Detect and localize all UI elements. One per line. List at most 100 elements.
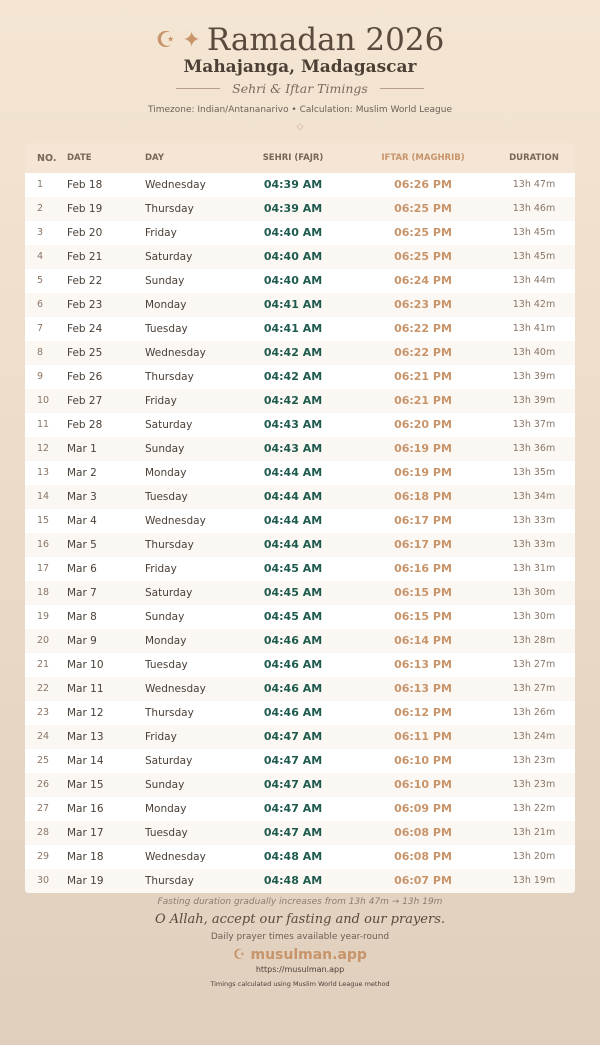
- col-day-cell: Saturday: [145, 755, 193, 767]
- header-col-iftar: IFTAR (MAGHRIB): [381, 153, 465, 163]
- col-duration-cell: 13h 34m: [512, 491, 556, 502]
- col-day-cell: Friday: [145, 731, 177, 743]
- col-sehri-cell: 04:44 AM: [263, 538, 323, 551]
- col-iftar-cell: 06:24 PM: [394, 274, 452, 287]
- col-iftar-cell: 06:17 PM: [394, 514, 452, 527]
- table-row: 2 Feb 19 Thursday 04:39 AM 06:25 PM 13h 46m: [25, 197, 575, 221]
- col-sehri-cell: 04:47 AM: [263, 730, 323, 743]
- col-no-cell: 22: [37, 683, 50, 694]
- diamond-ornament-icon: ◇: [296, 122, 304, 132]
- col-date-cell: Mar 17: [67, 827, 104, 839]
- dua-text: O Allah, accept our fasting and our pray…: [154, 912, 446, 927]
- col-no-cell: 8: [37, 347, 44, 358]
- col-date-cell: Mar 3: [67, 491, 97, 503]
- col-iftar-cell: 06:22 PM: [394, 322, 452, 335]
- col-iftar-cell: 06:19 PM: [394, 442, 452, 455]
- col-iftar-cell: 06:19 PM: [394, 466, 452, 479]
- col-sehri-cell: 04:45 AM: [263, 586, 323, 599]
- table-row: 6 Feb 23 Monday 04:41 AM 06:23 PM 13h 42m: [25, 293, 575, 317]
- col-iftar-cell: 06:25 PM: [394, 202, 452, 215]
- col-date-cell: Feb 25: [67, 347, 103, 359]
- col-iftar-cell: 06:08 PM: [394, 850, 452, 863]
- col-sehri-cell: 04:46 AM: [263, 658, 323, 671]
- header-col-duration: DURATION: [509, 153, 559, 163]
- col-duration-cell: 13h 36m: [512, 443, 556, 454]
- col-date-cell: Mar 8: [67, 611, 97, 623]
- col-no-cell: 7: [37, 323, 44, 334]
- col-date-cell: Feb 18: [67, 179, 103, 191]
- col-iftar-cell: 06:16 PM: [394, 562, 452, 575]
- col-day-cell: Sunday: [145, 779, 185, 791]
- col-sehri-cell: 04:42 AM: [263, 370, 323, 383]
- table-row: 23 Mar 12 Thursday 04:46 AM 06:12 PM 13h 26m: [25, 701, 575, 725]
- col-date-cell: Mar 14: [67, 755, 104, 767]
- col-no-cell: 13: [37, 467, 50, 478]
- col-sehri-cell: 04:46 AM: [263, 634, 323, 647]
- col-iftar-cell: 06:23 PM: [394, 298, 452, 311]
- table-row: 12 Mar 1 Sunday 04:43 AM 06:19 PM 13h 36m: [25, 437, 575, 461]
- col-duration-cell: 13h 23m: [512, 779, 556, 790]
- col-sehri-cell: 04:45 AM: [263, 562, 323, 575]
- col-date-cell: Feb 20: [67, 227, 103, 239]
- col-iftar-cell: 06:11 PM: [394, 730, 452, 743]
- col-iftar-cell: 06:10 PM: [394, 778, 452, 791]
- table-row: 14 Mar 3 Tuesday 04:44 AM 06:18 PM 13h 34m: [25, 485, 575, 509]
- table-row: 3 Feb 20 Friday 04:40 AM 06:25 PM 13h 45m: [25, 221, 575, 245]
- col-sehri-cell: 04:39 AM: [263, 178, 323, 191]
- col-duration-cell: 13h 27m: [512, 659, 556, 670]
- col-iftar-cell: 06:14 PM: [394, 634, 452, 647]
- col-no-cell: 17: [37, 563, 50, 574]
- col-date-cell: Mar 15: [67, 779, 104, 791]
- col-no-cell: 2: [37, 203, 44, 214]
- table-row: 21 Mar 10 Tuesday 04:46 AM 06:13 PM 13h 27m: [25, 653, 575, 677]
- col-sehri-cell: 04:46 AM: [263, 706, 323, 719]
- col-duration-cell: 13h 45m: [512, 251, 556, 262]
- col-iftar-cell: 06:20 PM: [394, 418, 452, 431]
- col-no-cell: 3: [37, 227, 44, 238]
- col-sehri-cell: 04:44 AM: [263, 490, 323, 503]
- col-no-cell: 9: [37, 371, 44, 382]
- brand-link[interactable]: ☪ musulman.app: [233, 947, 367, 963]
- col-date-cell: Mar 5: [67, 539, 97, 551]
- url-link[interactable]: https://musulman.app: [255, 965, 345, 974]
- col-day-cell: Wednesday: [145, 683, 206, 695]
- col-sehri-cell: 04:40 AM: [263, 250, 323, 263]
- col-day-cell: Tuesday: [145, 659, 188, 671]
- col-iftar-cell: 06:07 PM: [394, 874, 452, 887]
- timezone-info: Timezone: Indian/Antananarivo • Calculat…: [147, 105, 453, 115]
- col-sehri-cell: 04:42 AM: [263, 346, 323, 359]
- col-date-cell: Feb 24: [67, 323, 103, 335]
- col-sehri-cell: 04:43 AM: [263, 442, 323, 455]
- col-date-cell: Feb 22: [67, 275, 103, 287]
- col-duration-cell: 13h 44m: [512, 275, 556, 286]
- timings-table: NO. DATE DAY SEHRI (FAJR) IFTAR (MAGHRIB) DUR…: [25, 143, 575, 893]
- col-day-cell: Monday: [145, 467, 187, 479]
- col-date-cell: Feb 27: [67, 395, 103, 407]
- col-date-cell: Mar 10: [67, 659, 104, 671]
- table-row: 4 Feb 21 Saturday 04:40 AM 06:25 PM 13h 45m: [25, 245, 575, 269]
- col-iftar-cell: 06:08 PM: [394, 826, 452, 839]
- col-day-cell: Thursday: [145, 875, 194, 887]
- crescent-star-icon: ☪ ✦: [155, 28, 201, 53]
- col-iftar-cell: 06:15 PM: [394, 610, 452, 623]
- col-no-cell: 12: [37, 443, 50, 454]
- col-duration-cell: 13h 45m: [512, 227, 556, 238]
- col-iftar-cell: 06:13 PM: [394, 682, 452, 695]
- table-row: 30 Mar 19 Thursday 04:48 AM 06:07 PM 13h 19m: [25, 869, 575, 893]
- col-sehri-cell: 04:47 AM: [263, 778, 323, 791]
- col-sehri-cell: 04:47 AM: [263, 754, 323, 767]
- table-row: 27 Mar 16 Monday 04:47 AM 06:09 PM 13h 22m: [25, 797, 575, 821]
- col-date-cell: Mar 6: [67, 563, 97, 575]
- col-date-cell: Feb 26: [67, 371, 103, 383]
- col-no-cell: 16: [37, 539, 50, 550]
- col-day-cell: Tuesday: [145, 323, 188, 335]
- col-day-cell: Friday: [145, 395, 177, 407]
- col-day-cell: Wednesday: [145, 347, 206, 359]
- col-duration-cell: 13h 40m: [512, 347, 556, 358]
- col-sehri-cell: 04:48 AM: [263, 850, 323, 863]
- table-row: 16 Mar 5 Thursday 04:44 AM 06:17 PM 13h 33m: [25, 533, 575, 557]
- col-duration-cell: 13h 42m: [512, 299, 556, 310]
- header-col-date: DATE: [67, 153, 92, 163]
- col-duration-cell: 13h 30m: [512, 587, 556, 598]
- col-no-cell: 15: [37, 515, 50, 526]
